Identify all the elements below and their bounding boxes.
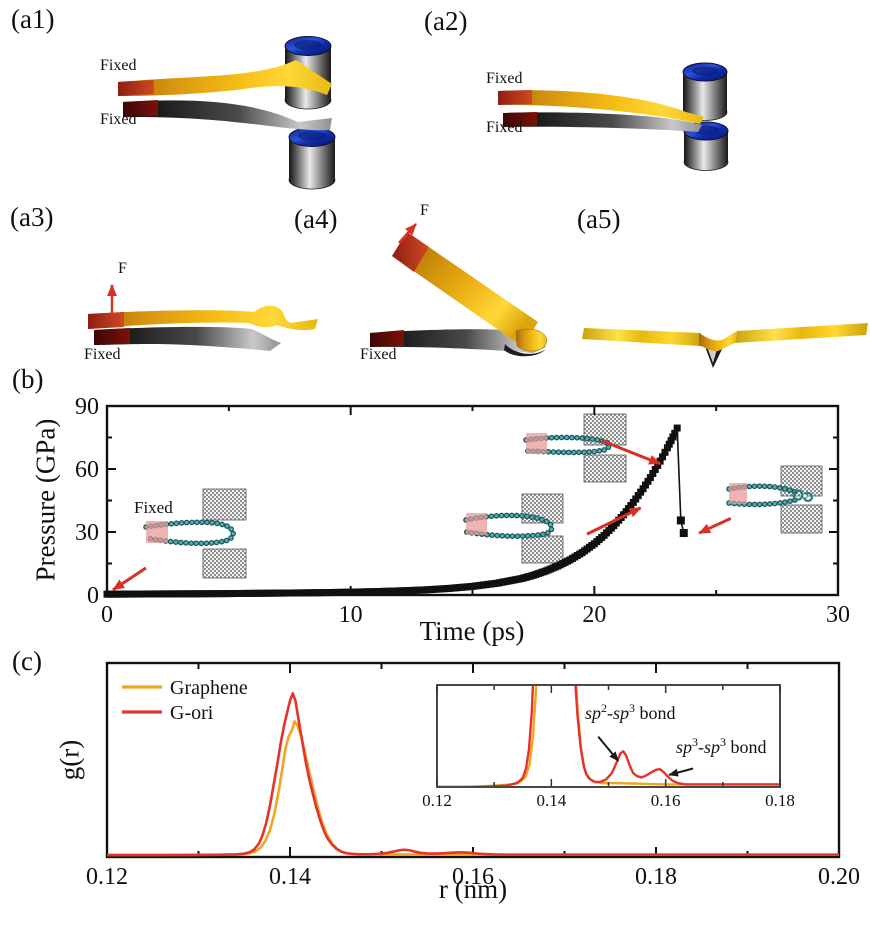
chart-pressure-time: 0 10 20 30 0 30 60 90 (75, 394, 850, 628)
annotation-sp3-sp3-bond: sp3-sp3 bond (676, 735, 767, 757)
svg-text:0: 0 (101, 602, 113, 628)
fixed-region (466, 513, 487, 535)
fixed-region (146, 521, 168, 543)
fixed-region (729, 483, 747, 504)
ribbon-fixed-end (123, 100, 158, 117)
diagram-a1 (118, 36, 336, 190)
fixed-region (526, 433, 547, 454)
fixed-label: Fixed (84, 346, 121, 363)
welded-ribbon-left (582, 328, 701, 346)
snapshot-peak-pressure (523, 413, 627, 483)
x-axis-label-time: Time (ps) (419, 616, 525, 646)
svg-text:0.14: 0.14 (269, 864, 311, 890)
fixed-label: Fixed (134, 498, 173, 517)
graphene-ribbon-lifted (392, 232, 538, 347)
panel-label-c: (c) (12, 646, 42, 676)
svg-text:60: 60 (75, 457, 99, 483)
fixed-label: Fixed (486, 119, 523, 136)
ribbon-fixed-end (498, 90, 532, 105)
fixed-label: Fixed (486, 70, 523, 87)
diagram-a4 (370, 223, 547, 357)
panel-label-b: (b) (12, 364, 44, 394)
roller-top-icon (682, 62, 728, 121)
svg-text:0.12: 0.12 (422, 791, 452, 810)
welded-ribbon-right (735, 323, 868, 343)
svg-text:90: 90 (75, 394, 99, 420)
diagram-a5 (582, 323, 868, 368)
roller-bottom-icon (288, 127, 336, 190)
weld-fold-gold (515, 328, 547, 352)
weld-center-gold (699, 331, 737, 352)
y-axis-label-pressure: Pressure (GPa) (30, 418, 61, 582)
diagram-a2 (498, 62, 729, 171)
force-label: F (420, 202, 429, 219)
graphene-ribbon-bottom (370, 329, 546, 353)
legend-label-graphene: Graphene (170, 677, 248, 699)
chart-rdf: 0.12 0.14 0.16 0.18 0.20 0.12 0.14 0.16 0.18 (86, 661, 860, 890)
svg-text:0.18: 0.18 (765, 791, 795, 810)
ribbon-fixed-end (88, 312, 124, 329)
ribbon-fixed-end (94, 328, 130, 345)
graphene-ribbon-bottom (123, 100, 332, 131)
snapshot-welded (726, 465, 823, 534)
annotation-sp2-sp3-bond: sp2-sp3 bond (585, 701, 676, 723)
panel-label-a1: (a1) (11, 4, 55, 34)
graphene-ribbon-top (88, 305, 318, 331)
svg-text:0.12: 0.12 (86, 864, 128, 890)
fixed-label: Fixed (100, 111, 137, 128)
svg-text:0.16: 0.16 (452, 864, 494, 890)
ribbon-fixed-end (118, 80, 154, 96)
svg-text:0: 0 (87, 583, 99, 609)
panel-label-a2: (a2) (424, 6, 468, 36)
ribbon-fixed-end (503, 112, 537, 127)
graphene-ribbon-top (498, 90, 704, 124)
svg-text:20: 20 (582, 602, 606, 628)
legend-label-gori: G-ori (170, 702, 214, 724)
ribbon-fixed-end (370, 330, 404, 347)
svg-text:30: 30 (75, 520, 99, 546)
y-axis-label-gr: g(r) (54, 739, 85, 781)
fixed-label: Fixed (100, 57, 137, 74)
force-arrow (398, 223, 417, 244)
svg-text:10: 10 (339, 602, 363, 628)
x-axis-label-r: r (nm) (438, 874, 508, 904)
svg-text:0.20: 0.20 (818, 864, 860, 890)
fixed-label: Fixed (360, 346, 397, 363)
weld-fold (504, 344, 546, 357)
graphene-ribbon-top (118, 60, 332, 96)
svg-text:30: 30 (826, 602, 850, 628)
svg-text:0.18: 0.18 (635, 864, 677, 890)
graphene-ribbon-bottom (94, 326, 281, 351)
force-label: F (118, 260, 127, 277)
panel-label-a5: (a5) (577, 204, 621, 234)
diagram-a3 (88, 284, 318, 351)
graphene-ribbon-bottom (503, 112, 702, 132)
panel-label-a3: (a3) (10, 202, 54, 232)
svg-text:0.16: 0.16 (651, 791, 681, 810)
snapshot-compressing (463, 493, 564, 564)
svg-text:0.14: 0.14 (536, 791, 566, 810)
snapshot-initial (143, 488, 247, 579)
panel-label-a4: (a4) (294, 204, 338, 234)
